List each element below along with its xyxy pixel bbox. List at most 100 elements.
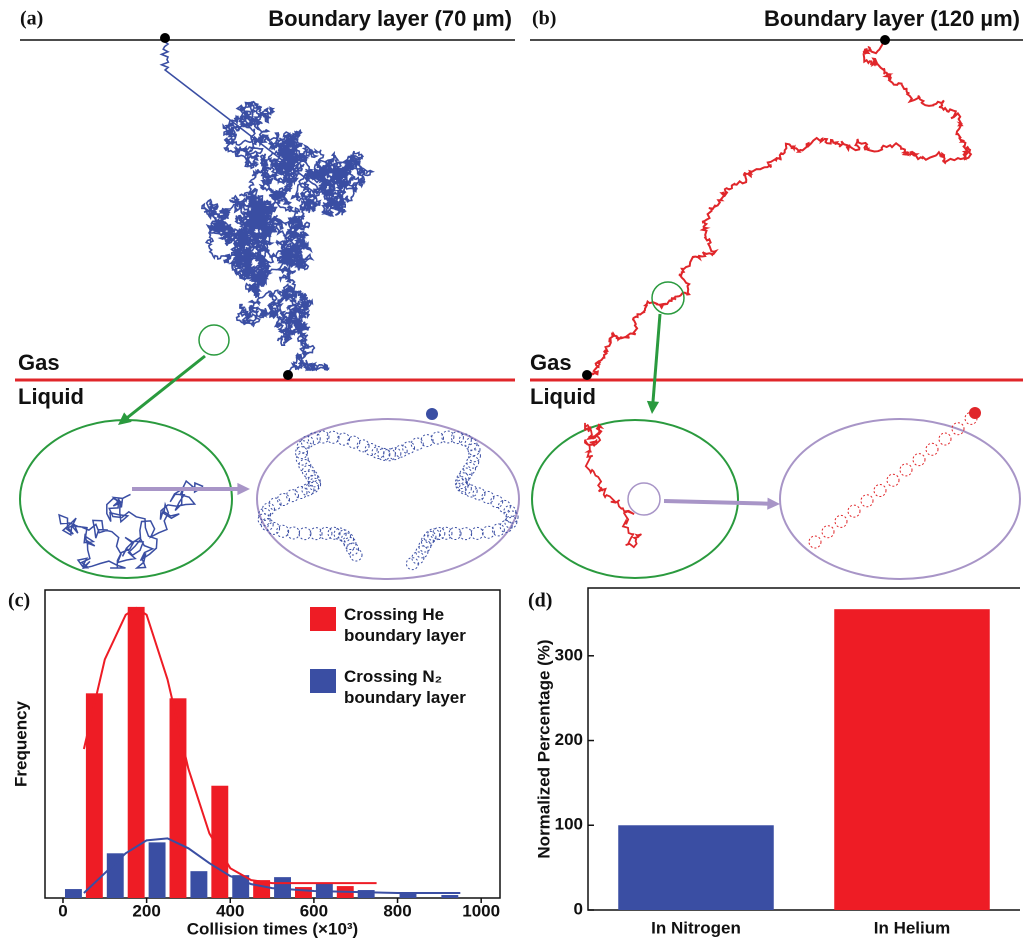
endpoint — [283, 370, 293, 380]
collision-circle — [873, 484, 887, 497]
gas-label: Gas — [530, 350, 572, 375]
collision-circle — [261, 502, 275, 516]
collision-circle — [505, 510, 519, 524]
histogram-bar — [106, 853, 124, 898]
collision-circle — [499, 519, 513, 533]
collision-circle — [260, 517, 274, 531]
y-tick-label: 100 — [555, 815, 583, 834]
collision-circle — [309, 527, 323, 541]
histogram-bar — [127, 606, 145, 898]
y-tick-label: 200 — [555, 730, 583, 749]
end-dot — [426, 408, 438, 420]
collision-circle — [319, 526, 333, 540]
collision-circle — [343, 536, 357, 550]
collision-circle — [307, 474, 321, 488]
collision-circle — [847, 504, 861, 518]
collision-circle — [456, 472, 470, 486]
collision-circle — [467, 449, 481, 463]
x-tick-label: 400 — [216, 901, 244, 920]
arrow-head — [118, 412, 132, 425]
panel-label: (c) — [8, 590, 30, 612]
zoom-ellipse — [19, 419, 233, 579]
collision-circle — [458, 481, 472, 495]
histogram-bar — [399, 893, 417, 898]
collision-circle — [808, 535, 822, 549]
x-tick-label: In Nitrogen — [651, 918, 741, 937]
x-tick-label: In Helium — [874, 918, 951, 937]
collision-circle — [951, 422, 965, 436]
legend-entry: Crossing N₂ boundary layer — [344, 667, 466, 707]
collision-circle — [349, 548, 363, 562]
collision-circle — [497, 499, 511, 513]
collision-circle — [305, 470, 319, 484]
collision-circle — [346, 542, 360, 556]
histogram-bar — [190, 871, 208, 898]
y-axis-title: Normalized Percentage (%) — [534, 639, 553, 858]
collision-circle — [470, 526, 484, 540]
collision-circle — [821, 525, 835, 539]
endpoint — [160, 33, 170, 43]
zoom-ellipse — [256, 418, 520, 580]
panel-label: (a) — [20, 8, 43, 30]
collision-circle — [364, 442, 378, 456]
legend-text: Crossing He boundary layer — [344, 605, 466, 645]
collision-circle — [276, 492, 290, 506]
collision-circle — [925, 442, 939, 456]
collision-circle — [432, 527, 446, 541]
collision-circle — [326, 430, 340, 444]
histogram-bar — [148, 842, 166, 898]
histogram-bar — [211, 785, 229, 898]
gas-label: Gas — [18, 350, 60, 375]
collision-circle — [301, 483, 315, 497]
collision-circle — [455, 479, 469, 493]
arrow-head — [767, 497, 780, 510]
collision-circle — [267, 521, 281, 535]
collision-circle — [415, 545, 429, 559]
collision-circle — [316, 430, 330, 444]
collision-circle — [490, 495, 504, 509]
collision-circle — [912, 453, 926, 467]
collision-circle — [938, 432, 952, 446]
panel-label: (d) — [528, 590, 552, 612]
collision-circle — [377, 447, 391, 461]
collision-circle — [441, 430, 455, 444]
focus-circle — [651, 281, 685, 315]
collision-circle — [294, 446, 308, 460]
collision-circle — [296, 440, 310, 454]
collision-circle — [464, 437, 478, 451]
collision-circle — [450, 431, 464, 445]
collision-circle — [420, 534, 434, 548]
collision-circle — [294, 485, 308, 499]
collision-circle — [286, 526, 300, 540]
histogram-bar — [85, 693, 103, 898]
boundary-title: Boundary layer (70 µm) — [268, 6, 512, 31]
collision-circle — [423, 530, 437, 544]
collision-circle — [410, 437, 424, 451]
collision-circle — [341, 532, 355, 546]
liquid-label: Liquid — [18, 384, 84, 409]
collision-circle — [459, 467, 473, 481]
collision-circle — [405, 557, 419, 571]
fit-curve — [83, 837, 461, 894]
collision-circle — [402, 441, 416, 455]
bar — [834, 609, 990, 910]
collision-circle — [466, 455, 480, 469]
collision-circle — [448, 526, 462, 540]
collision-circle — [298, 527, 312, 541]
zoom-ellipse — [531, 419, 739, 579]
collision-circle — [860, 494, 874, 508]
collision-circle — [308, 477, 322, 491]
x-tick-label: 600 — [300, 901, 328, 920]
boundary-title: Boundary layer (120 µm) — [764, 6, 1020, 31]
x-tick-label: 0 — [58, 901, 67, 920]
collision-circle — [388, 447, 402, 461]
legend-entry: Crossing He boundary layer — [344, 605, 466, 645]
collision-circle — [503, 505, 517, 519]
collision-circle — [300, 435, 314, 449]
collision-circle — [333, 527, 347, 541]
collision-circle — [337, 432, 351, 446]
collision-circle — [459, 527, 473, 541]
collision-circle — [464, 484, 478, 498]
collision-circle — [298, 458, 312, 472]
